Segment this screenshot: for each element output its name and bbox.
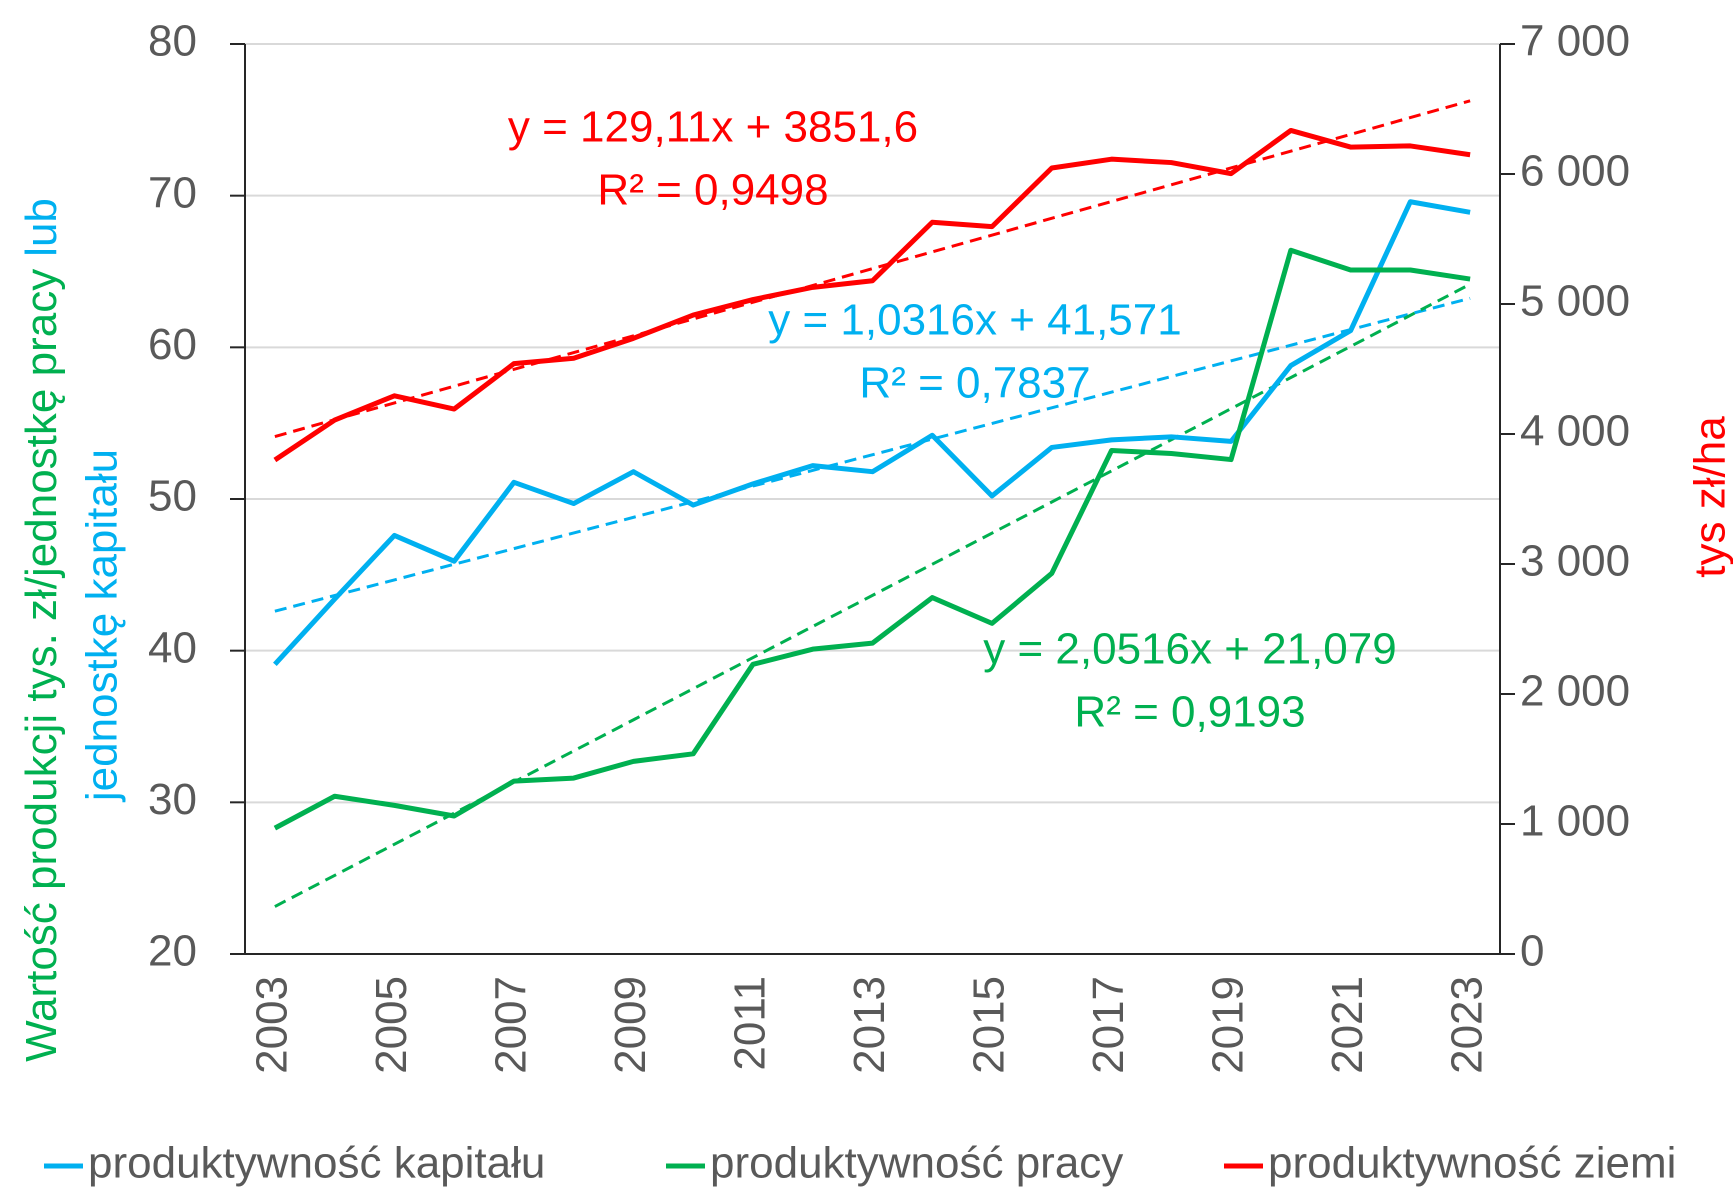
legend-label: produktywność ziemi — [1268, 1139, 1676, 1188]
y-tick-label: 80 — [148, 17, 197, 66]
y2-tick-label: 0 — [1520, 927, 1544, 976]
trend-r2: R² = 0,9498 — [597, 166, 828, 215]
x-tick-label: 2003 — [248, 976, 297, 1074]
x-tick-label: 2017 — [1084, 976, 1133, 1074]
y2-tick-label: 6 000 — [1520, 147, 1630, 196]
x-tick-label: 2021 — [1323, 976, 1372, 1074]
trend-r2: R² = 0,9193 — [1074, 688, 1305, 737]
x-tick-label: 2005 — [367, 976, 416, 1074]
y2-tick-label: 2 000 — [1520, 667, 1630, 716]
x-tick-label: 2007 — [487, 976, 536, 1074]
y-tick-label: 70 — [148, 168, 197, 217]
y-tick-label: 30 — [148, 775, 197, 824]
y-axis-title-part: Wartość produkcji tys. zł/jednostkę prac… — [17, 269, 66, 1062]
y-tick-label: 60 — [148, 320, 197, 369]
y-tick-label: 20 — [148, 927, 197, 976]
trend-equation: y = 129,11x + 3851,6 — [508, 103, 918, 152]
y2-tick-label: 5 000 — [1520, 277, 1630, 326]
trendline — [274, 296, 1471, 613]
x-tick-label: 2019 — [1204, 976, 1253, 1074]
y-axis-title: jednostkę kapitału — [78, 449, 127, 803]
x-tick-label: 2013 — [845, 976, 894, 1074]
y2-tick-label: 1 000 — [1520, 797, 1630, 846]
trendline — [274, 99, 1471, 438]
x-tick-label: 2009 — [606, 976, 655, 1074]
y2-tick-label: 3 000 — [1520, 537, 1630, 586]
y-axis-title-part: lub — [17, 198, 66, 257]
x-tick-label: 2015 — [965, 976, 1014, 1074]
series-line — [273, 247, 1471, 831]
trend-equation: y = 1,0316x + 41,571 — [768, 296, 1181, 345]
legend-label: produktywność kapitału — [88, 1139, 545, 1188]
trend-equation: y = 2,0516x + 21,079 — [983, 625, 1396, 674]
y2-tick-label: 7 000 — [1520, 17, 1630, 66]
trend-r2: R² = 0,7837 — [859, 359, 1090, 408]
legend-label: produktywność pracy — [710, 1139, 1123, 1188]
series-line — [273, 127, 1471, 463]
series-line — [273, 199, 1471, 667]
y-tick-label: 50 — [148, 472, 197, 521]
y-tick-label: 40 — [148, 623, 197, 672]
y2-tick-label: 4 000 — [1520, 407, 1630, 456]
y2-axis-title: tys zł/ha — [1686, 416, 1733, 578]
x-tick-label: 2011 — [726, 976, 775, 1071]
x-tick-label: 2023 — [1443, 976, 1492, 1074]
y-axis-title: Wartość produkcji tys. zł/jednostkę prac… — [17, 198, 66, 1062]
